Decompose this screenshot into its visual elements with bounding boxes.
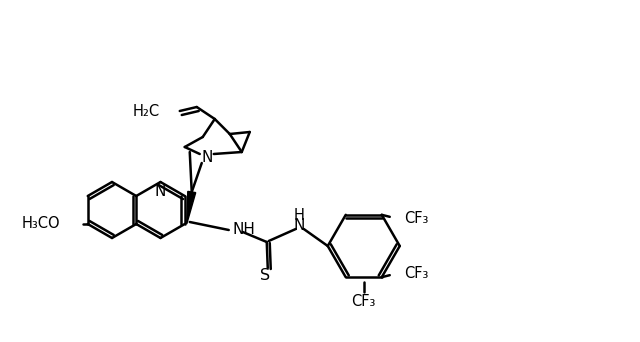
Text: H₂C: H₂C — [132, 104, 160, 118]
Text: H: H — [293, 209, 304, 224]
Text: CF₃: CF₃ — [351, 294, 376, 310]
Text: N: N — [201, 149, 212, 165]
Text: N: N — [155, 184, 166, 198]
Polygon shape — [187, 192, 196, 224]
Text: S: S — [260, 267, 270, 282]
Text: CF₃: CF₃ — [404, 266, 428, 281]
Text: CF₃: CF₃ — [404, 211, 428, 226]
Text: N: N — [293, 219, 305, 234]
Text: H₃CO: H₃CO — [21, 216, 60, 232]
Text: NH: NH — [233, 223, 255, 237]
